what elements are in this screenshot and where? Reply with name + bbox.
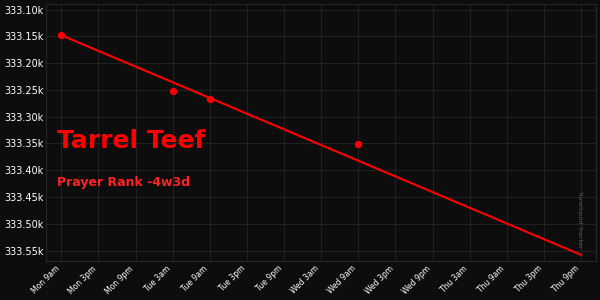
Text: TuneSquid Tracker: TuneSquid Tracker <box>577 191 582 248</box>
Point <box>205 97 215 102</box>
Text: Prayer Rank -4w3d: Prayer Rank -4w3d <box>58 176 190 189</box>
Point <box>56 33 66 38</box>
Text: Tarrel Teef: Tarrel Teef <box>58 129 206 153</box>
Point <box>353 142 363 147</box>
Point <box>168 88 178 93</box>
